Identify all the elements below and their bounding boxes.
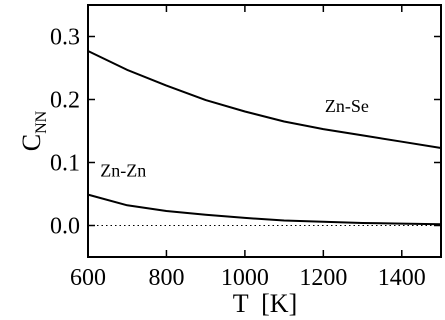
y-tick-label: 0.2: [50, 88, 80, 114]
y-tick-label: 0.0: [50, 214, 80, 240]
y-axis-label-sub: NN: [33, 110, 50, 134]
y-axis-label: CNN: [17, 110, 50, 151]
x-tick-label: 600: [70, 265, 106, 291]
annotation-zn-se: Zn-Se: [325, 96, 369, 116]
x-tick-label: 1200: [299, 265, 347, 291]
y-tick-label: 0.3: [50, 25, 80, 51]
x-tick-label: 1000: [221, 265, 269, 291]
plot-frame: [87, 4, 442, 258]
series-line-zn-se: [87, 50, 442, 149]
x-axis-label: T [K]: [233, 289, 298, 318]
x-tick-label: 800: [148, 265, 184, 291]
annotation-zn-zn: Zn-Zn: [100, 160, 146, 180]
series-line-zn-zn: [87, 193, 442, 226]
x-tick-label: 1400: [378, 265, 426, 291]
y-tick-label: 0.1: [50, 151, 80, 177]
y-axis-label-main: C: [17, 134, 46, 151]
